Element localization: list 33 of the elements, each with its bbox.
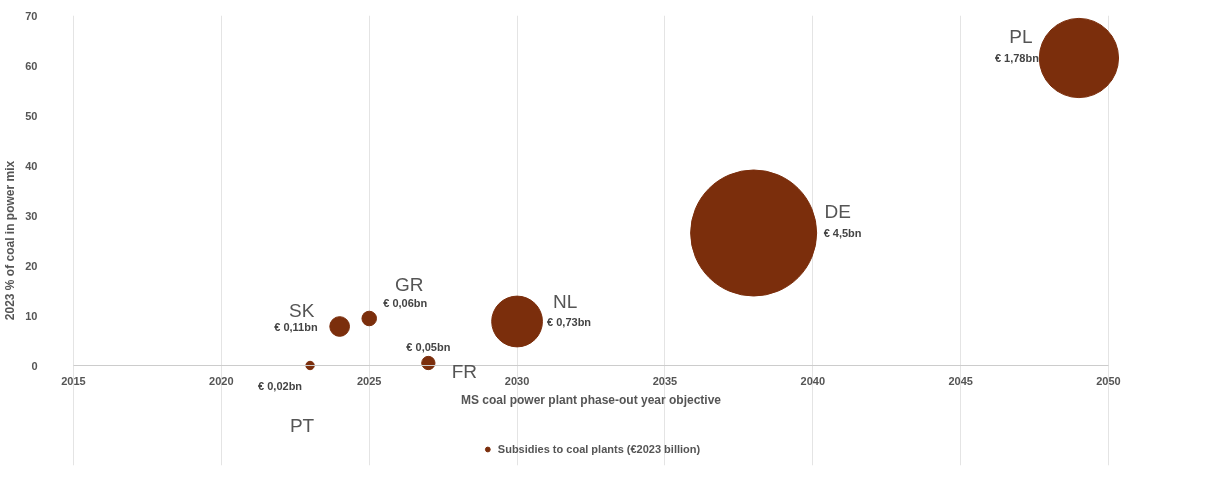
x-tick-label: 2030 [504, 374, 530, 387]
data-label: € 0,06bn [383, 296, 428, 309]
annotation: GR [394, 274, 424, 295]
annotation: PL [1009, 25, 1033, 47]
data-label: € 0,05bn [406, 341, 451, 353]
data-label: € 0,73bn [547, 315, 592, 328]
annotation: SK [288, 300, 315, 321]
legend-label: Subsidies to coal plants (€2023 billion) [497, 443, 701, 455]
x-tick-label: 2035 [652, 374, 678, 387]
x-tick-label: 2020 [209, 374, 234, 387]
data-label: € 0,02bn [258, 379, 303, 392]
y-tick-label: 70 [25, 9, 38, 22]
data-label: € 1,78bn [994, 52, 1040, 64]
y-tick-label: 0 [31, 359, 38, 372]
annotation: FR [451, 360, 478, 382]
y-tick-label: 10 [25, 309, 38, 322]
y-tick-label: 40 [25, 159, 38, 172]
annotation: NL [552, 291, 578, 312]
x-tick-label: 2040 [800, 374, 826, 387]
x-tick-label: 2015 [61, 374, 86, 387]
y-tick-label: 60 [25, 59, 38, 72]
annotation: PT [289, 415, 315, 436]
data-label: € 4,5bn [823, 227, 862, 239]
y-tick-label: 50 [25, 109, 38, 122]
x-tick-label: 2025 [356, 374, 382, 387]
y-tick-label: 20 [25, 259, 38, 272]
y-tick-label: 30 [25, 209, 38, 222]
x-axis-title: MS coal power plant phase-out year objective [460, 392, 722, 407]
data-label: € 0,11bn [274, 320, 318, 333]
y-axis-title: 2023 % of coal in power mix [3, 160, 18, 321]
x-tick-label: 2045 [948, 374, 973, 387]
x-tick-label: 2050 [1096, 374, 1121, 387]
annotation: DE [824, 200, 851, 222]
